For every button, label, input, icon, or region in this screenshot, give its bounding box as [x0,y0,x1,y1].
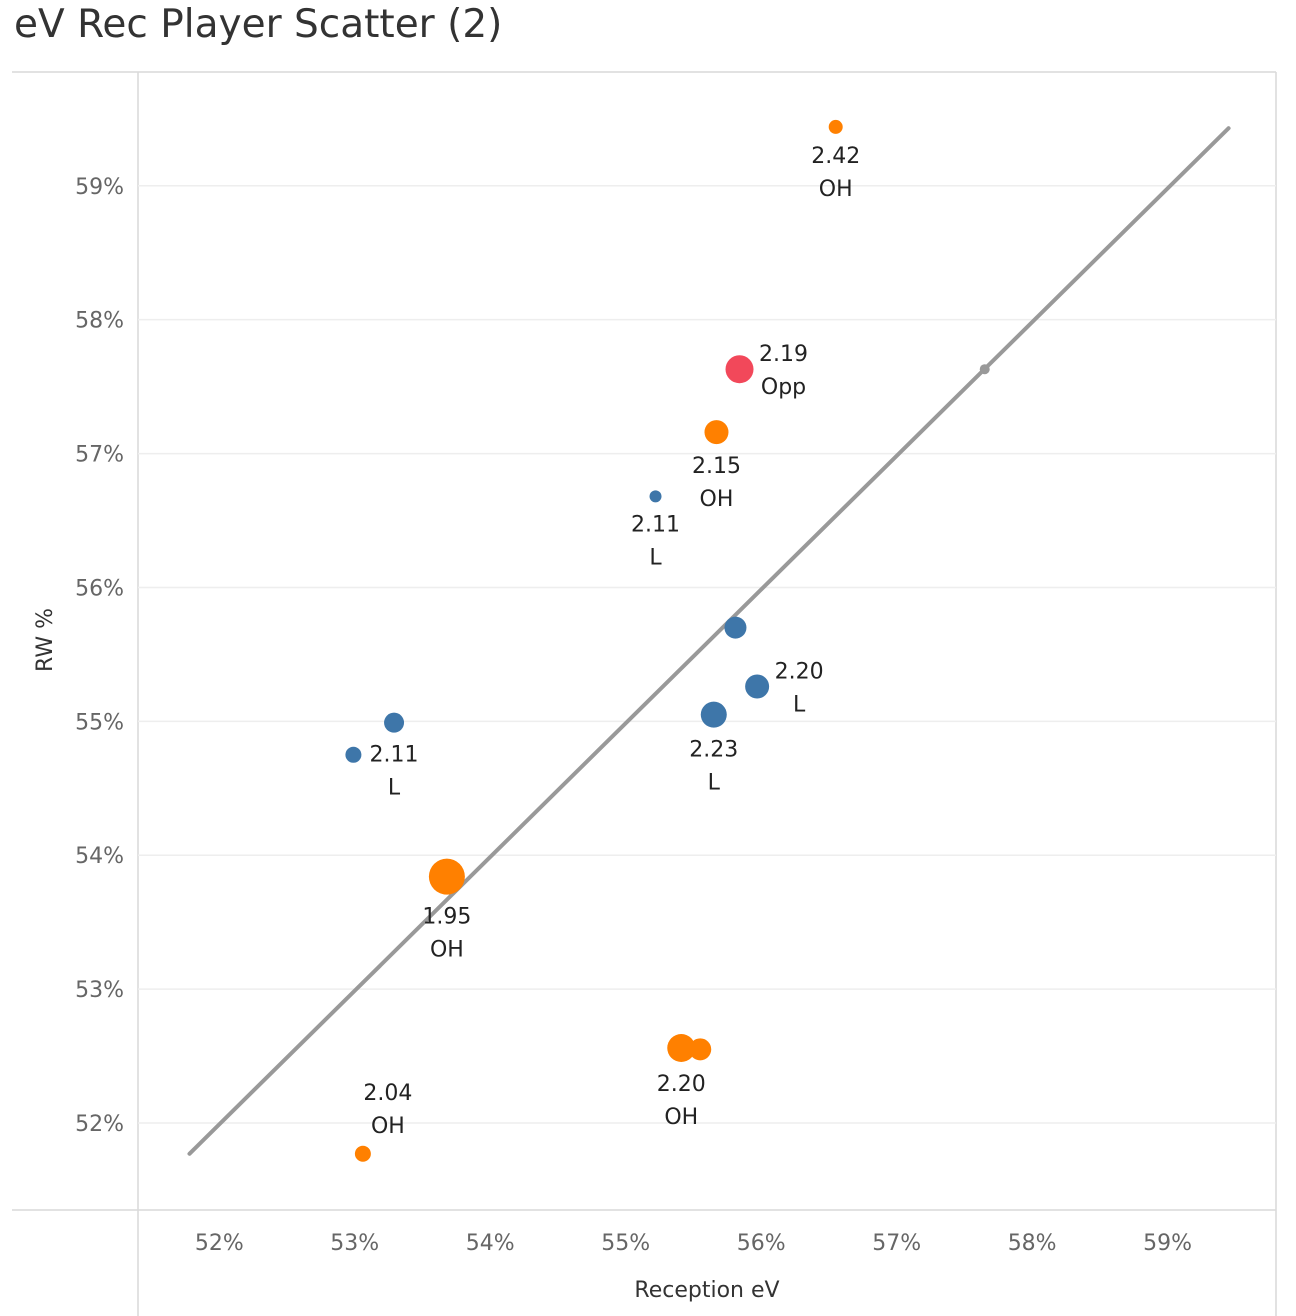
data-label-position: OH [371,1114,405,1139]
data-point [689,1038,712,1061]
y-tick-label: 53% [75,978,124,1003]
data-label-position: L [708,771,721,796]
data-label-position: OH [819,177,853,202]
x-axis-title: Reception eV [634,1278,779,1303]
x-axis-ticks: 52% 53% 54% 55% 56% 57% 58% 59% [195,1231,1192,1256]
x-tick-label: 53% [330,1231,379,1256]
data-point [649,490,662,503]
x-tick-label: 52% [195,1231,244,1256]
gridlines [138,185,1276,1124]
data-label-value: 2.19 [759,342,808,367]
data-point [428,858,465,895]
data-point [345,746,362,763]
data-point [724,616,747,639]
data-label-value: 2.23 [689,738,738,763]
data-point [828,119,843,134]
data-point [384,712,405,733]
trend-line [187,126,1231,1156]
data-label-value: 2.20 [657,1072,706,1097]
data-label-value: 2.42 [811,144,860,169]
y-tick-label: 54% [75,844,124,869]
data-label-value: 2.20 [775,660,824,685]
data-label-position: L [649,545,662,570]
x-tick-label: 55% [601,1231,650,1256]
y-tick-label: 58% [75,309,124,334]
x-tick-label: 58% [1008,1231,1057,1256]
data-label-position: OH [664,1105,698,1130]
x-tick-label: 57% [872,1231,921,1256]
data-label-value: 2.11 [370,743,419,768]
data-point [704,420,729,445]
data-label-position: OH [430,938,464,963]
y-tick-label: 57% [75,443,124,468]
data-label-value: 1.95 [422,905,471,930]
trend-line-group [187,126,1231,1156]
y-tick-label: 56% [75,576,124,601]
data-label-position: L [793,693,806,718]
data-points [345,119,843,1162]
y-tick-label: 52% [75,1112,124,1137]
trend-line-marker [979,364,990,375]
data-label-position: L [388,776,401,801]
data-label-value: 2.04 [363,1081,412,1106]
x-tick-label: 54% [466,1231,515,1256]
data-point [354,1145,371,1162]
data-label-value: 2.15 [692,454,741,479]
data-label-position: OH [700,487,734,512]
data-labels: 2.42 OH 2.19 Opp 2.15 OH 2.11 L 2.20 L 2.23 L 2.11 L 1… [363,144,860,1139]
y-tick-label: 55% [75,710,124,735]
x-tick-label: 59% [1143,1231,1192,1256]
y-axis-title: RW % [33,608,58,672]
data-label-value: 2.11 [631,512,680,537]
y-axis-ticks: 52% 53% 54% 55% 56% 57% 58% 59% [75,175,124,1137]
chart-title: eV Rec Player Scatter (2) [14,2,503,47]
x-tick-label: 56% [737,1231,786,1256]
data-point [725,355,754,384]
data-point [745,674,770,699]
y-tick-label: 59% [75,175,124,200]
data-point [700,701,727,728]
data-label-position: Opp [761,375,806,400]
data-point [667,1034,696,1063]
